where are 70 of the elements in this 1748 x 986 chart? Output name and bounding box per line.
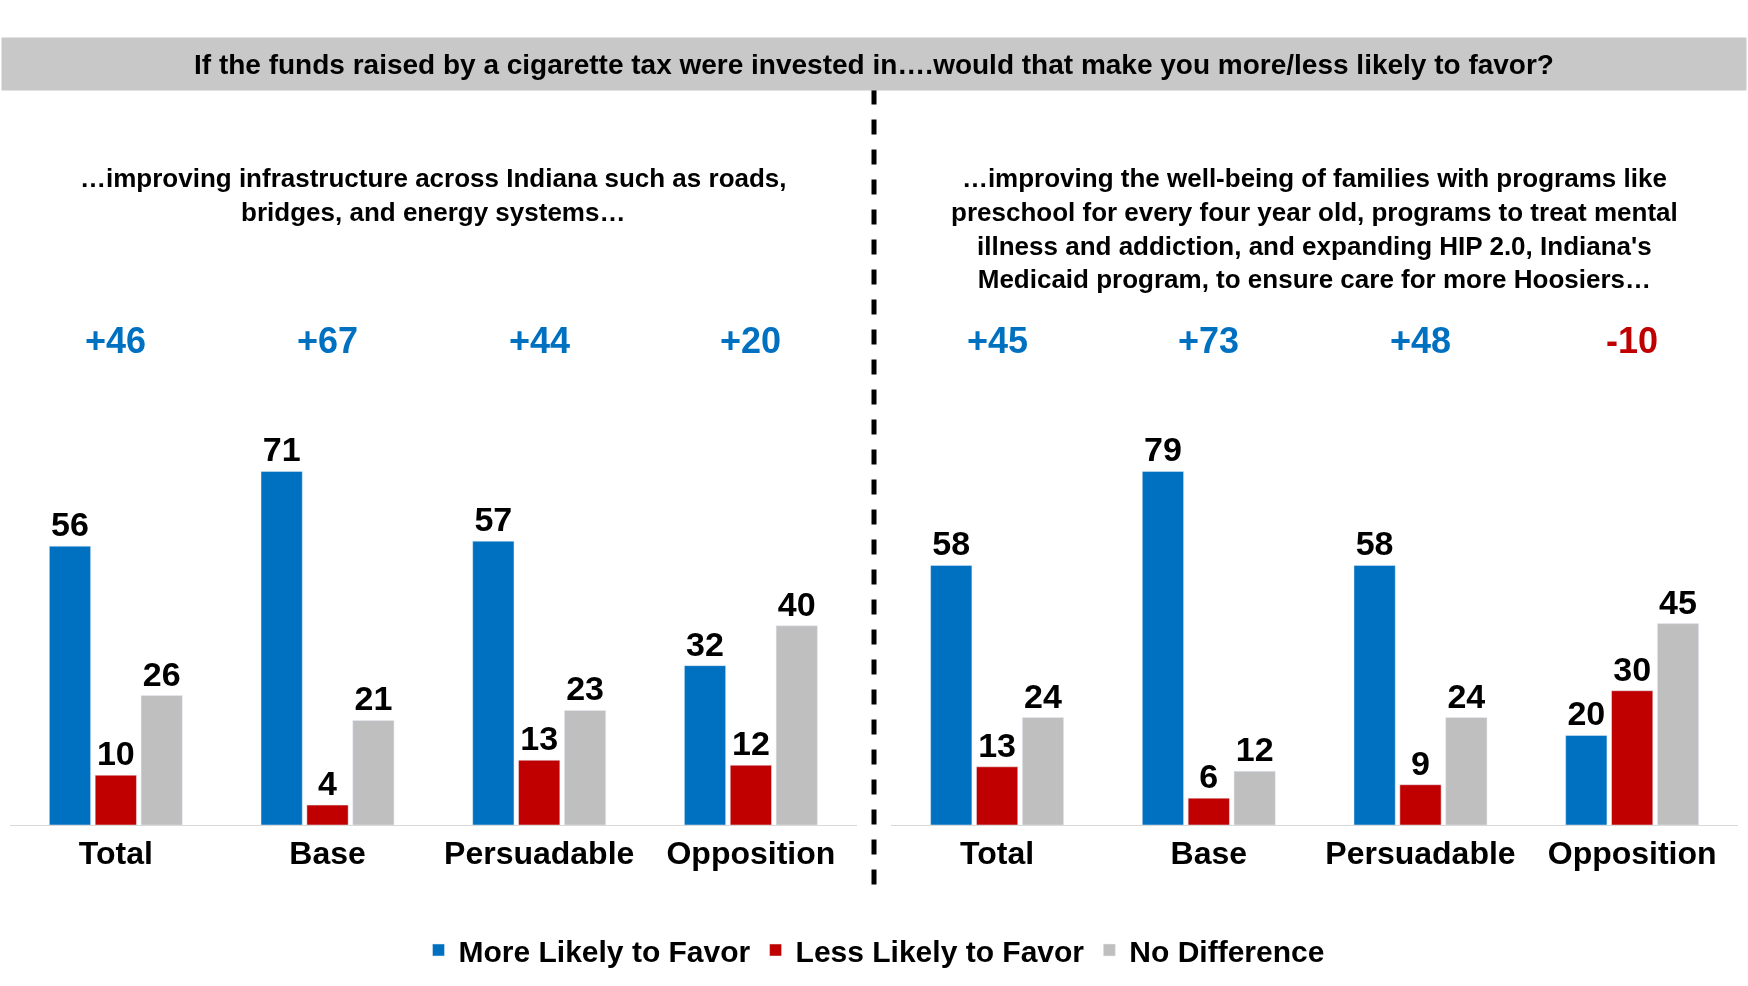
x-tick-label: Persuadable xyxy=(1325,835,1516,872)
data-label: 24 xyxy=(1447,676,1486,715)
bar xyxy=(306,804,349,825)
data-label: 79 xyxy=(1144,430,1182,469)
bar xyxy=(684,665,726,825)
chart-subtitle: …improving infrastructure across Indiana such as roads, bridges, and energy systems… xyxy=(80,163,787,227)
data-label: 12 xyxy=(731,724,770,763)
text: +48 xyxy=(1390,320,1452,361)
bar xyxy=(1657,623,1699,825)
data-label: 56 xyxy=(51,505,89,544)
data-label: 20 xyxy=(1567,694,1606,733)
bar xyxy=(1353,565,1396,825)
data-label: 9 xyxy=(1411,743,1430,782)
x-tick-label: Opposition xyxy=(666,835,836,872)
bar xyxy=(1022,717,1064,825)
text: +20 xyxy=(720,320,782,361)
text: +46 xyxy=(85,320,147,361)
text: +44 xyxy=(509,320,571,361)
data-label: 13 xyxy=(520,719,559,758)
data-label: 45 xyxy=(1659,582,1697,621)
data-label: 30 xyxy=(1613,649,1652,688)
x-tick-label: Opposition xyxy=(1547,835,1717,872)
bar xyxy=(518,760,561,825)
bar xyxy=(140,695,183,825)
chart-subtitle: …improving the well-being of families with programs like preschool for every four year old, programs to treat mental illness and addiction, and expanding HIP 2.0, Indiana's Medicaid program, to ensure care for more Hoosiers… xyxy=(951,163,1678,295)
bar xyxy=(352,720,395,825)
x-tick-label: Total xyxy=(960,835,1035,872)
bar xyxy=(1611,690,1654,825)
legend-label: More Likely to Favor xyxy=(458,934,751,968)
data-label: 40 xyxy=(777,584,816,623)
bar xyxy=(472,540,515,825)
data-label: 4 xyxy=(318,764,338,803)
bar xyxy=(1187,797,1230,825)
text: +73 xyxy=(1178,320,1240,361)
text: +67 xyxy=(297,320,359,361)
data-label: 13 xyxy=(978,725,1017,764)
bar xyxy=(94,774,137,825)
data-label: 12 xyxy=(1235,730,1274,769)
legend-label: No Difference xyxy=(1129,934,1325,968)
bar xyxy=(775,625,818,825)
x-tick-label: Total xyxy=(78,835,153,872)
text: -10 xyxy=(1606,320,1659,361)
data-label: 57 xyxy=(474,500,513,539)
x-tick-label: Persuadable xyxy=(444,835,635,872)
legend-label: Less Likely to Favor xyxy=(795,934,1085,968)
data-label: 71 xyxy=(262,430,301,469)
data-label: 24 xyxy=(1024,676,1062,715)
bar xyxy=(564,710,606,825)
bar xyxy=(1565,735,1608,825)
text: +45 xyxy=(967,320,1029,361)
data-label: 58 xyxy=(932,524,971,563)
data-label: 23 xyxy=(566,669,604,708)
data-label: 6 xyxy=(1199,757,1219,796)
bar xyxy=(1233,771,1276,825)
data-label: 21 xyxy=(354,679,393,718)
x-tick-label: Base xyxy=(289,835,366,872)
bar xyxy=(1445,717,1488,825)
bar xyxy=(49,545,91,825)
bar xyxy=(1142,471,1184,825)
data-label: 32 xyxy=(686,624,724,663)
bar xyxy=(1399,784,1442,825)
data-label: 26 xyxy=(142,654,181,693)
bar xyxy=(260,471,303,825)
bar xyxy=(729,764,772,825)
x-tick-label: Base xyxy=(1170,835,1248,872)
bar xyxy=(930,565,973,825)
data-label: 58 xyxy=(1355,524,1394,563)
bar xyxy=(976,766,1019,825)
chart-title: If the funds raised by a cigarette tax were invested in….would that make you more/less likely to favor? xyxy=(194,48,1554,80)
data-label: 10 xyxy=(96,734,135,773)
